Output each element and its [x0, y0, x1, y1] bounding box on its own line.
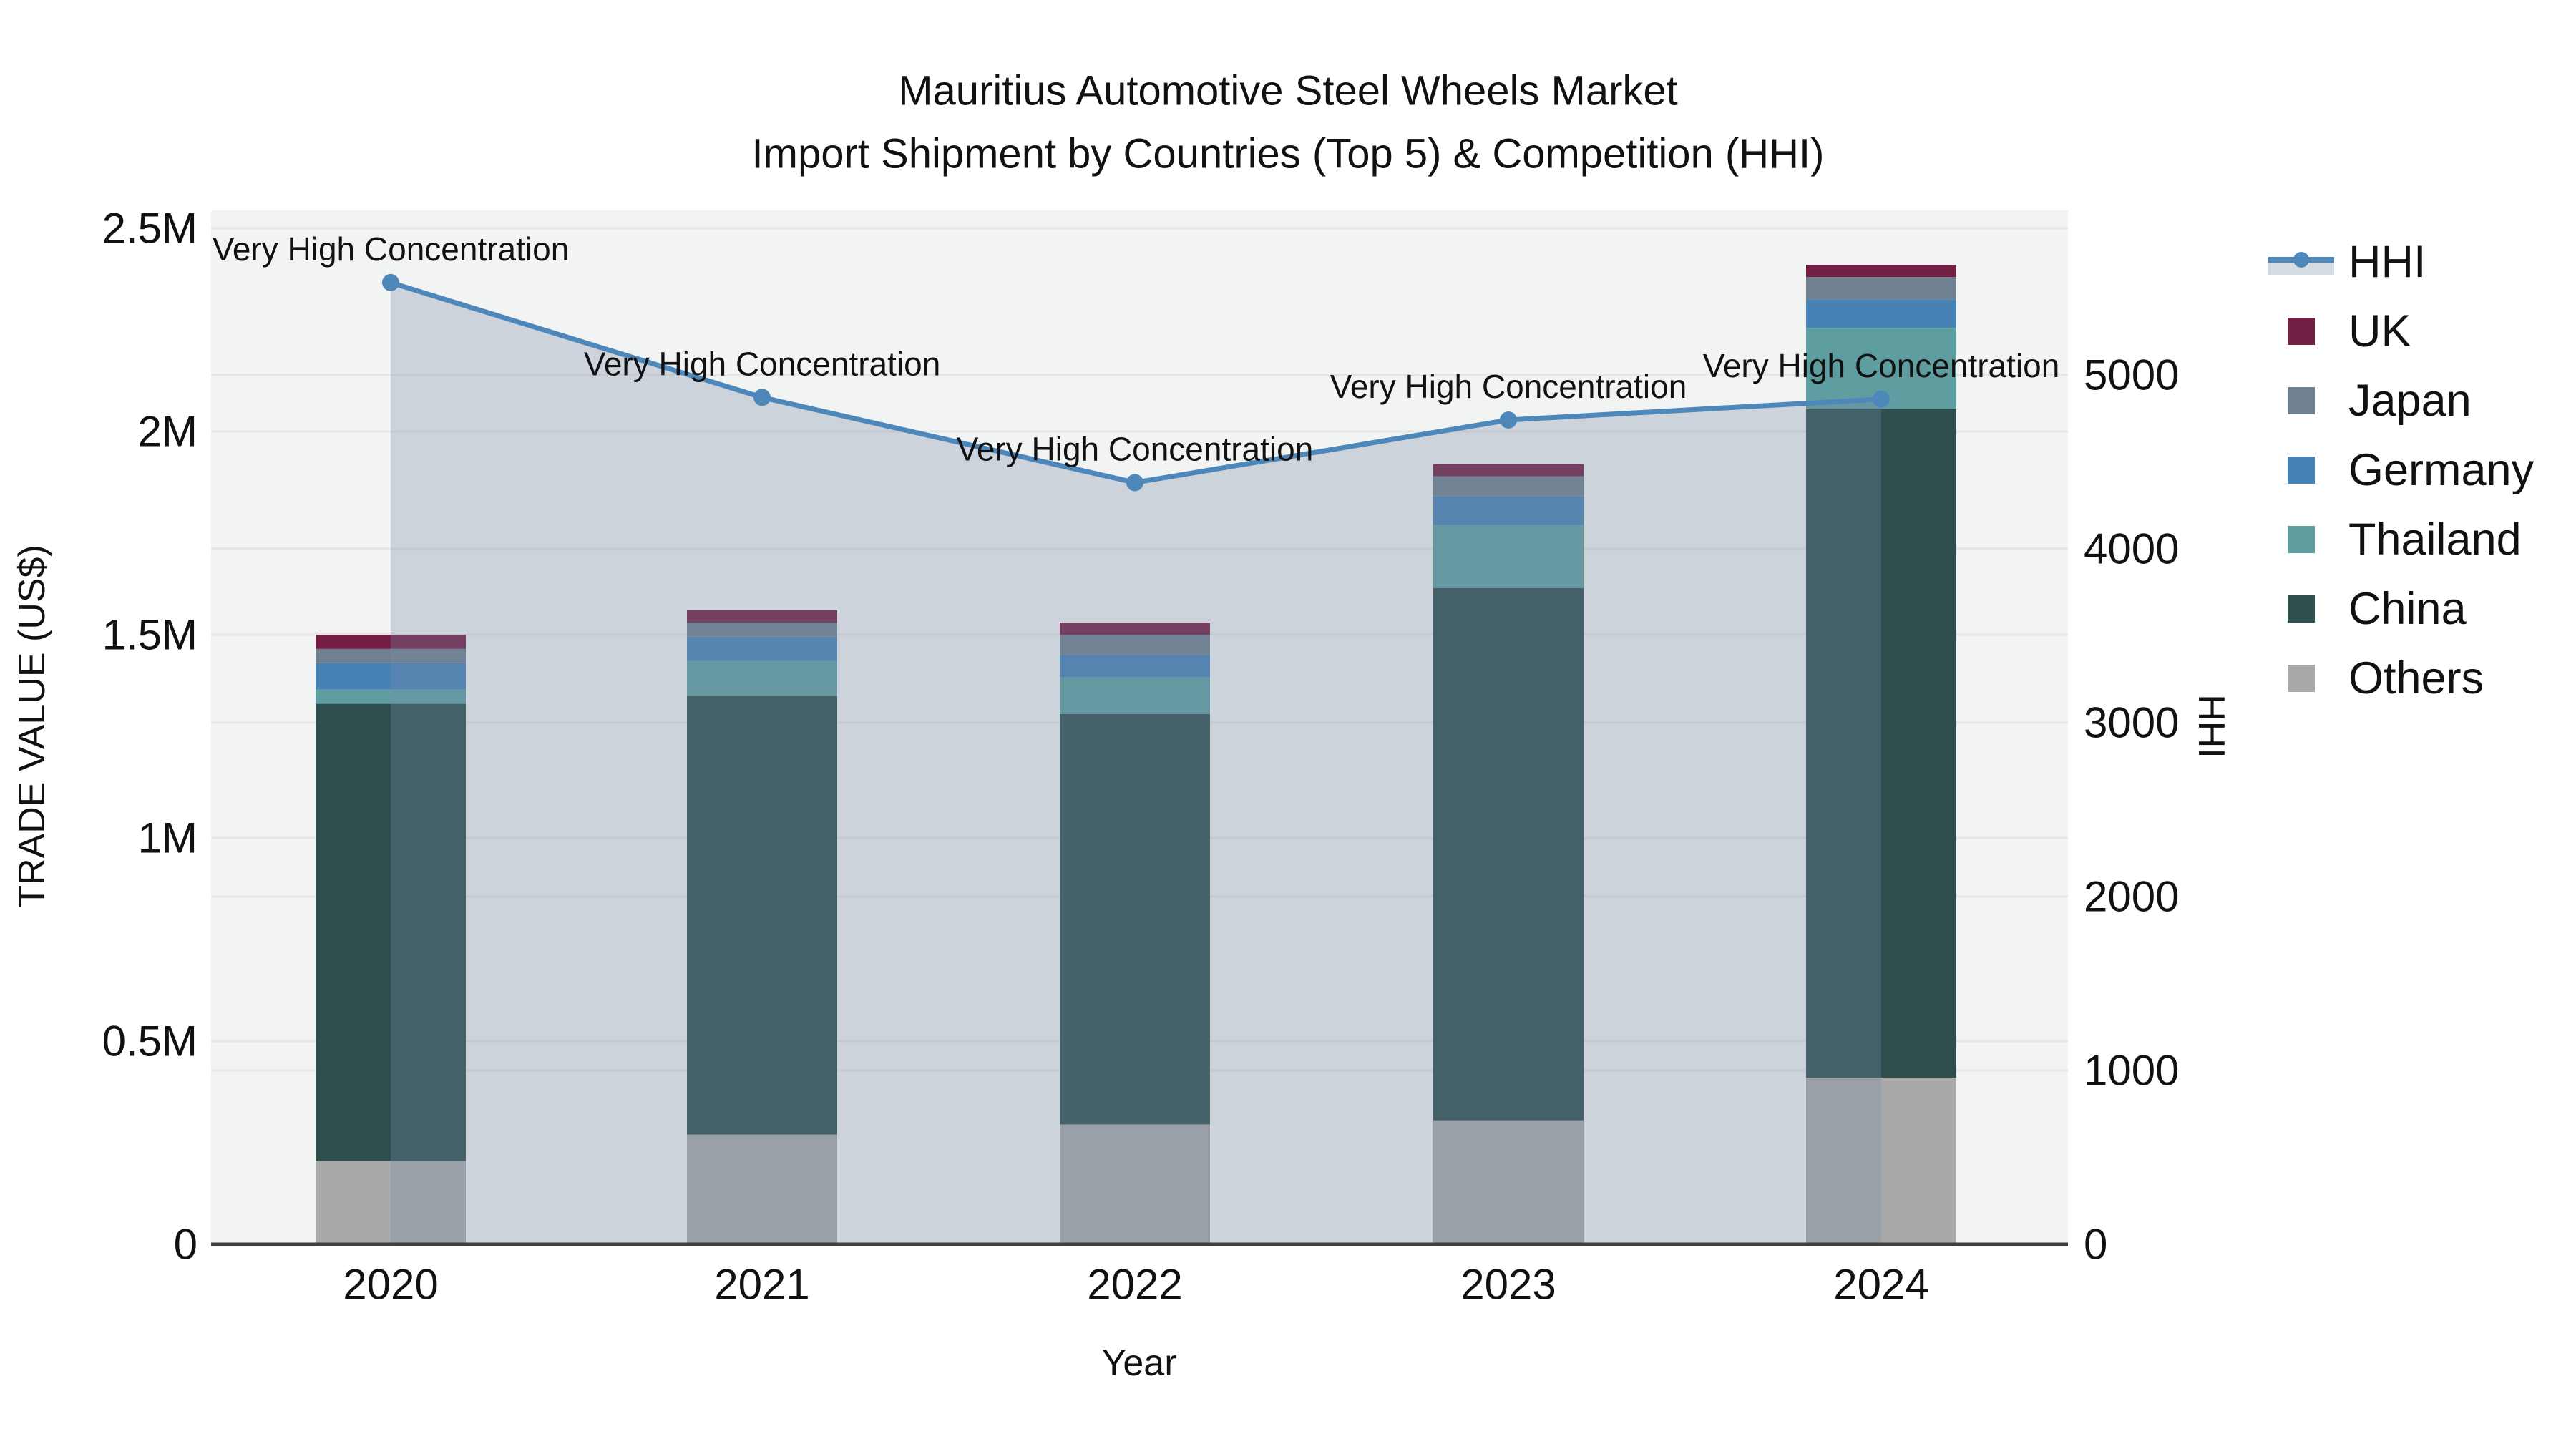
legend-label-uk[interactable]: UK	[2348, 306, 2411, 356]
legend-hhi-marker-sample	[2293, 252, 2309, 268]
y-right-tick-label: 1000	[2084, 1046, 2179, 1094]
legend-swatch-germany	[2288, 457, 2315, 484]
legend-label-thailand[interactable]: Thailand	[2348, 514, 2522, 565]
annotation-label: Very High Concentration	[1703, 347, 2060, 384]
bar-segment-thailand-2022[interactable]	[1060, 677, 1210, 714]
bar-segment-japan-2024[interactable]	[1806, 277, 1956, 300]
bar-segment-uk-2022[interactable]	[1060, 622, 1210, 635]
legend-item-germany[interactable]: Germany	[2288, 445, 2534, 495]
bar-segment-japan-2021[interactable]	[687, 622, 837, 637]
y-right-tick-label: 2000	[2084, 872, 2179, 920]
legend-label-germany[interactable]: Germany	[2348, 445, 2534, 495]
legend-item-japan[interactable]: Japan	[2288, 376, 2472, 426]
y-left-tick-label: 1M	[138, 814, 197, 862]
annotation-label: Very High Concentration	[957, 430, 1314, 467]
legend-label-china[interactable]: China	[2348, 584, 2467, 634]
bar-segment-others-2022[interactable]	[1060, 1124, 1210, 1244]
bar-segment-china-2020[interactable]	[316, 703, 466, 1161]
bar-segment-thailand-2023[interactable]	[1433, 525, 1584, 588]
x-tick-label: 2022	[1087, 1261, 1182, 1309]
legend-item-china[interactable]: China	[2288, 584, 2467, 634]
bar-segment-uk-2023[interactable]	[1433, 464, 1584, 477]
y-right-tick-label: 0	[2084, 1221, 2107, 1269]
bar-segment-germany-2022[interactable]	[1060, 655, 1210, 678]
bar-segment-uk-2024[interactable]	[1806, 265, 1956, 278]
bar-segment-uk-2021[interactable]	[687, 610, 837, 623]
y-right-tick-label: 4000	[2084, 525, 2179, 572]
bar-segment-thailand-2021[interactable]	[687, 660, 837, 696]
legend-item-others[interactable]: Others	[2288, 653, 2484, 703]
y-left-tick-label: 0	[174, 1221, 197, 1269]
bar-segment-china-2022[interactable]	[1060, 713, 1210, 1125]
x-tick-label: 2021	[714, 1261, 809, 1309]
annotation-label: Very High Concentration	[584, 345, 941, 382]
legend-item-uk[interactable]: UK	[2288, 306, 2411, 356]
y-left-tick-label: 2.5M	[102, 205, 197, 253]
bar-segment-others-2021[interactable]	[687, 1134, 837, 1244]
y-left-tick-label: 1.5M	[102, 611, 197, 659]
legend-item-hhi[interactable]: HHI	[2268, 237, 2426, 287]
bar-segment-others-2024[interactable]	[1806, 1078, 1956, 1244]
chart-title-line1: Mauritius Automotive Steel Wheels Market	[898, 68, 1678, 114]
hhi-marker-2024[interactable]	[1873, 390, 1890, 408]
hhi-marker-2022[interactable]	[1126, 474, 1143, 492]
chart-title-line2: Import Shipment by Countries (Top 5) & C…	[752, 131, 1825, 177]
y-right-tick-label: 3000	[2084, 698, 2179, 746]
x-tick-label: 2023	[1460, 1261, 1556, 1309]
bar-segment-others-2020[interactable]	[316, 1161, 466, 1244]
x-tick-label: 2020	[343, 1261, 438, 1309]
hhi-marker-2023[interactable]	[1500, 411, 1517, 429]
bar-segment-others-2023[interactable]	[1433, 1120, 1584, 1244]
x-axis-title: Year	[1101, 1342, 1176, 1384]
bar-segment-japan-2023[interactable]	[1433, 476, 1584, 497]
annotation-label: Very High Concentration	[1330, 368, 1687, 405]
hhi-marker-2021[interactable]	[753, 389, 771, 406]
bar-segment-japan-2020[interactable]	[316, 648, 466, 663]
legend-swatch-china	[2288, 595, 2315, 623]
bar-segment-germany-2020[interactable]	[316, 663, 466, 690]
bar-segment-thailand-2020[interactable]	[316, 689, 466, 704]
bar-segment-germany-2024[interactable]	[1806, 299, 1956, 328]
legend-label-hhi[interactable]: HHI	[2348, 237, 2426, 287]
bar-segment-china-2021[interactable]	[687, 696, 837, 1135]
bar-segment-china-2023[interactable]	[1433, 587, 1584, 1121]
y-right-tick-label: 5000	[2084, 351, 2179, 399]
bar-segment-japan-2022[interactable]	[1060, 635, 1210, 655]
hhi-area-fill	[391, 282, 1881, 1245]
legend-label-japan[interactable]: Japan	[2348, 376, 2472, 426]
bar-segment-china-2024[interactable]	[1806, 409, 1956, 1078]
legend-item-thailand[interactable]: Thailand	[2288, 514, 2522, 565]
legend-swatch-uk	[2288, 318, 2315, 345]
legend-label-others[interactable]: Others	[2348, 653, 2484, 703]
bar-segment-uk-2020[interactable]	[316, 635, 466, 649]
hhi-marker-2020[interactable]	[382, 273, 399, 291]
legend-swatch-others	[2288, 665, 2315, 692]
y-left-axis-title: TRADE VALUE (US$)	[11, 545, 53, 908]
y-left-tick-label: 0.5M	[102, 1018, 197, 1065]
bar-segment-germany-2021[interactable]	[687, 636, 837, 661]
annotation-label: Very High Concentration	[213, 230, 570, 268]
legend-swatch-thailand	[2288, 526, 2315, 553]
legend-swatch-japan	[2288, 387, 2315, 414]
y-left-tick-label: 2M	[138, 408, 197, 456]
y-right-axis-title: HHI	[2190, 694, 2232, 758]
bar-segment-germany-2023[interactable]	[1433, 496, 1584, 525]
x-tick-label: 2024	[1833, 1261, 1928, 1309]
